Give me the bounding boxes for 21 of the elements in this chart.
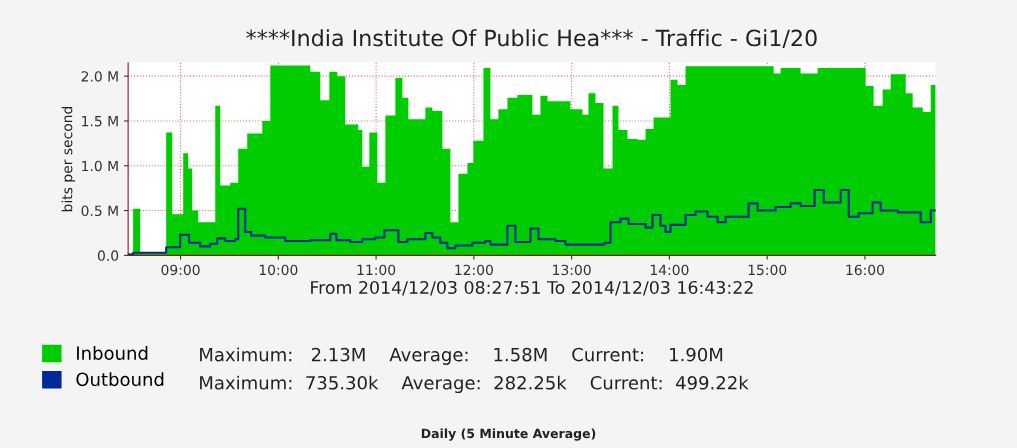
x-tick-label: 11:00 [357, 264, 396, 276]
x-tick-label: 09:00 [161, 264, 200, 276]
y-axis-title: bits per second [61, 106, 76, 212]
legend-label: Outbound [76, 372, 164, 387]
legend-label: Inbound [77, 346, 148, 360]
x-tick-label: 12:00 [455, 264, 493, 276]
y-tick-label: 1.0 M [82, 160, 118, 172]
y-tick-label: 0.5 M [81, 205, 118, 217]
x-tick-label: 15:00 [748, 264, 787, 276]
text: Maximum: 735.30k Average: 282.25k Current: 499.22k [200, 375, 749, 394]
y-tick-label: 1.5 M [82, 116, 118, 127]
x-tick-label: 10:00 [259, 264, 298, 276]
y-tick-label: 2.0 M [81, 71, 118, 82]
x-tick-label: 13:00 [553, 264, 591, 276]
x-tick-label: 14:00 [650, 264, 689, 276]
text: Maximum: 2.13M Average: 1.58M Current: 1.90M [200, 347, 723, 365]
y-tick-label: 0.0 [97, 250, 119, 261]
chart-title: ****India Institute Of Public Hea*** - Traffic - Gi1/20 [246, 29, 817, 49]
text: Daily (5 Minute Average) [421, 428, 596, 441]
x-tick-label: 16:00 [846, 264, 885, 276]
x-axis-title: From 2014/12/03 08:27:51 To 2014/12/03 16:43:22 [311, 280, 753, 296]
